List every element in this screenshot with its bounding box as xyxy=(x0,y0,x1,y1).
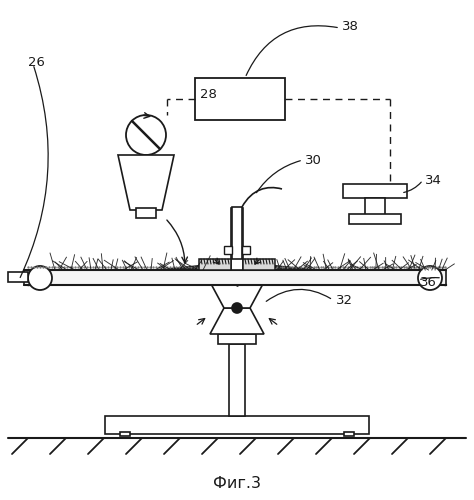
Bar xyxy=(105,416,369,434)
Circle shape xyxy=(418,266,442,290)
Bar xyxy=(224,246,232,254)
Polygon shape xyxy=(210,282,264,308)
Bar xyxy=(120,432,130,436)
Text: Фиг.3: Фиг.3 xyxy=(213,476,261,492)
Text: 38: 38 xyxy=(342,20,359,32)
Bar xyxy=(218,334,256,344)
Text: 30: 30 xyxy=(305,154,322,166)
Text: 26: 26 xyxy=(28,56,45,68)
Bar xyxy=(349,214,401,224)
Bar xyxy=(344,432,354,436)
Bar xyxy=(242,246,250,254)
Circle shape xyxy=(28,266,52,290)
Bar xyxy=(216,270,258,282)
Bar xyxy=(195,78,285,120)
Polygon shape xyxy=(118,155,174,210)
Text: 34: 34 xyxy=(425,174,442,186)
Bar xyxy=(199,259,231,270)
Bar xyxy=(365,198,385,216)
Bar xyxy=(231,208,243,270)
Bar xyxy=(24,270,446,285)
Bar xyxy=(229,344,245,416)
Bar xyxy=(232,207,242,259)
Polygon shape xyxy=(210,308,264,334)
Bar xyxy=(136,208,156,218)
Bar xyxy=(8,272,28,282)
Text: 36: 36 xyxy=(420,276,437,288)
Circle shape xyxy=(126,115,166,155)
Bar xyxy=(243,259,275,270)
Text: 32: 32 xyxy=(336,294,353,306)
Circle shape xyxy=(232,303,242,313)
Text: 28: 28 xyxy=(200,88,217,102)
Bar xyxy=(343,184,407,198)
